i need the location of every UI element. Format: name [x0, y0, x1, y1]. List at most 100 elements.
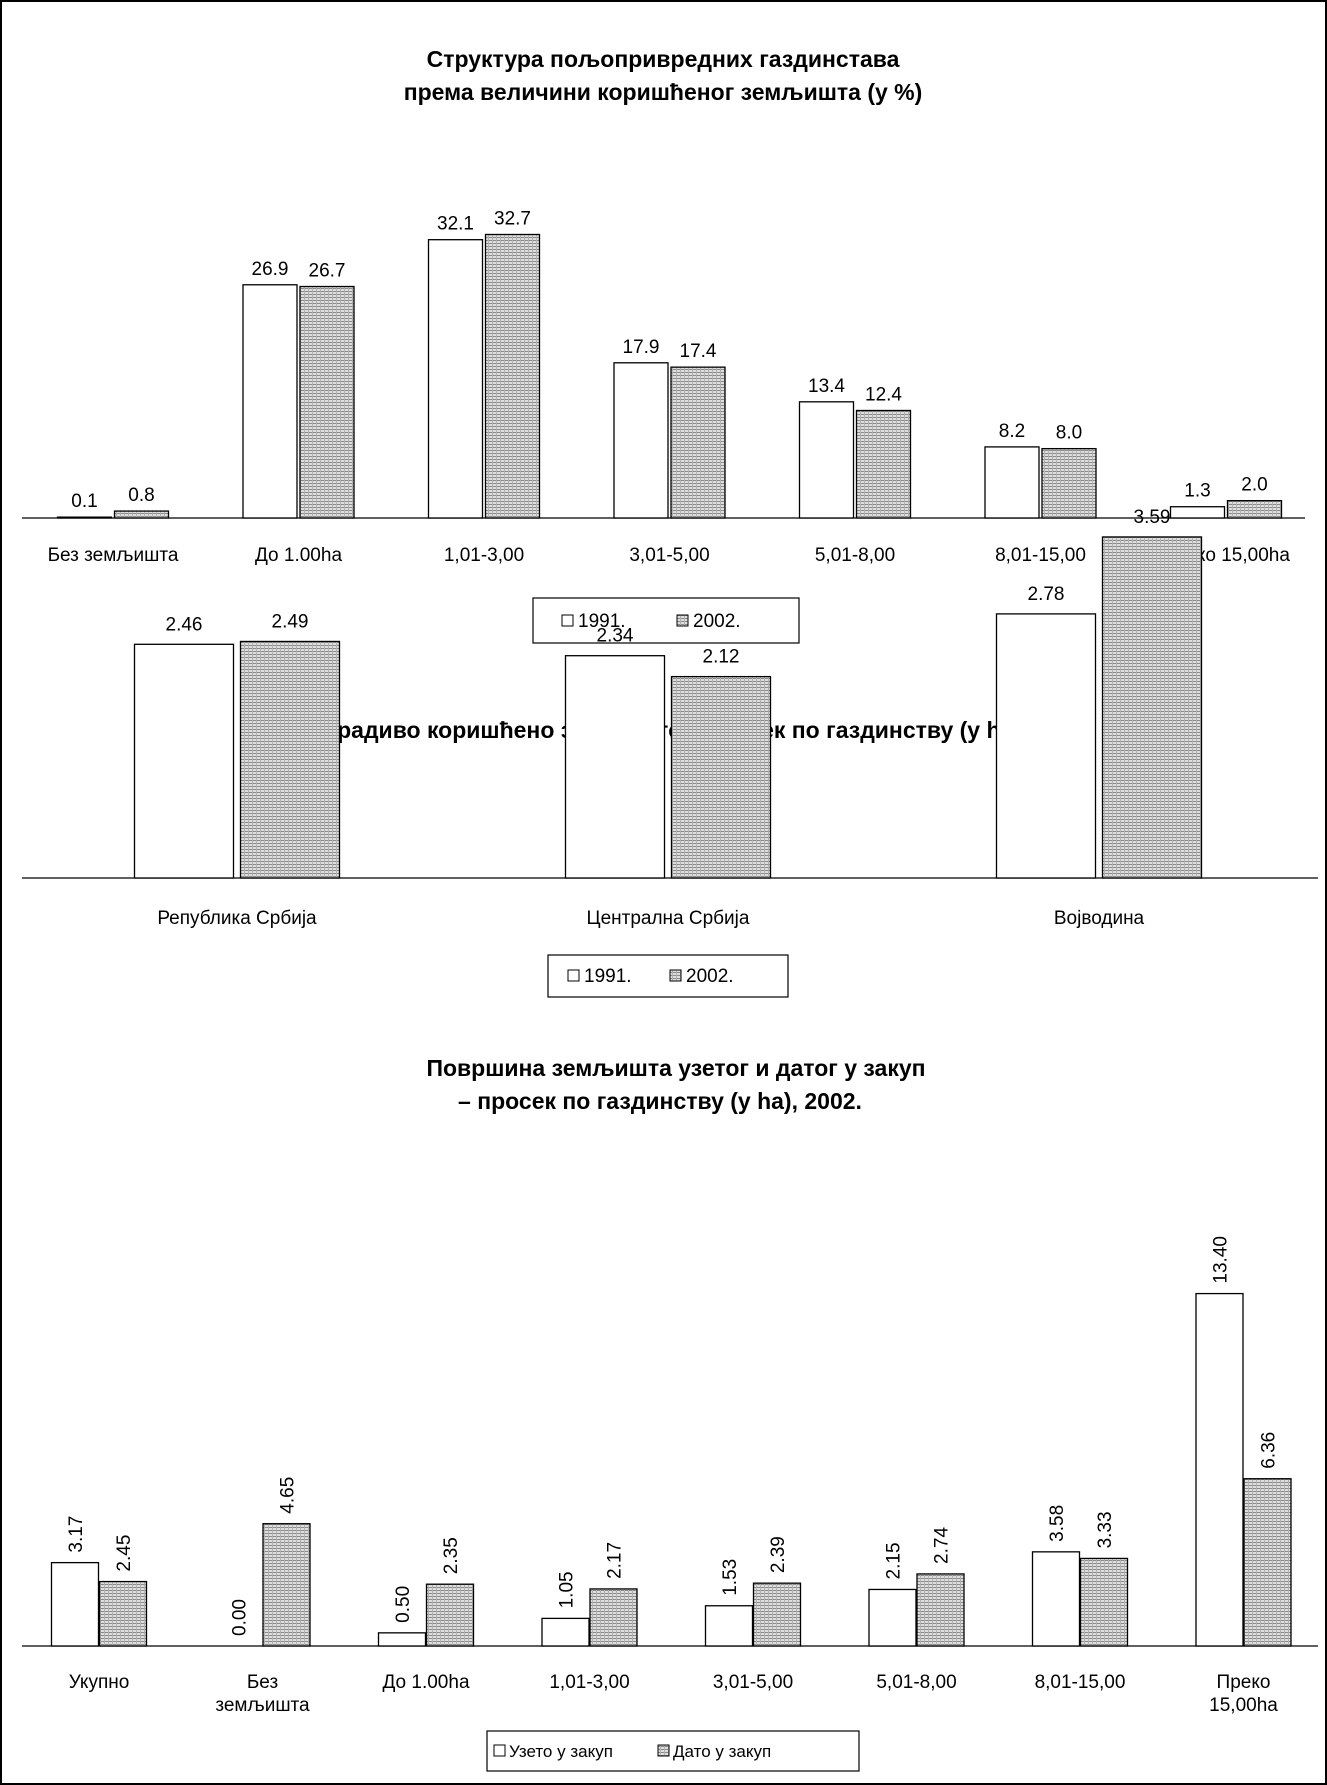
chart-3-legend-label-given: Дато у закуп — [673, 1742, 771, 1761]
chart-3-data-label-s2-1: 4.65 — [278, 1477, 299, 1514]
chart-1-data-label-s2-3: 17.4 — [680, 341, 717, 362]
chart-3-category-label-1-line-0: Без — [247, 1672, 278, 1693]
chart-1-title-line-2: према величини коришћеног земљишта (у %) — [404, 79, 923, 105]
chart-3-bar-s2-4 — [752, 1582, 802, 1647]
chart-1-data-label-s1-2: 32.1 — [437, 214, 474, 235]
chart-2-data-label-s2-0: 2.49 — [272, 611, 309, 632]
chart-1-data-label-s2-6: 2.0 — [1241, 475, 1267, 496]
chart-3-category-label-7-line-0: Преко — [1217, 1672, 1271, 1693]
chart-1-bar-s2-1 — [299, 285, 355, 519]
chart-1-data-label-s1-3: 17.9 — [623, 337, 660, 358]
chart-1-title-line-1: Структура пољопривредних газдинстава — [427, 46, 900, 72]
chart-1-data-label-s1-0: 0.1 — [71, 491, 97, 512]
chart-2-bar-s1-0 — [133, 643, 235, 879]
chart-farm-structure: Структура пољопривредних газдинстава пре… — [22, 46, 1305, 644]
chart-1-bar-s2-5 — [1041, 447, 1097, 519]
chart-3-data-label-s2-0: 2.45 — [114, 1535, 135, 1572]
chart-2-legend-label-2002: 2002. — [686, 966, 734, 987]
chart-3-legend-box — [486, 1730, 860, 1772]
chart-1-bar-s1-1 — [242, 284, 298, 519]
chart-2-legend-box — [547, 954, 789, 998]
chart-1-bar-s2-2 — [484, 233, 541, 519]
chart-3-bar-s1-0 — [50, 1561, 100, 1647]
chart-3-title-line-2: – просек по газдинству (у ha), 2002. — [458, 1088, 862, 1114]
chart-2-legend: 1991. 2002. — [547, 954, 789, 998]
chart-1-category-label-5: 8,01-15,00 — [995, 545, 1086, 566]
chart-3-category-label-6: 8,01-15,00 — [1035, 1672, 1126, 1693]
chart-1-bar-s1-2 — [427, 239, 484, 519]
chart-1-data-label-s1-4: 13.4 — [808, 376, 845, 397]
chart-3-bar-s1-2 — [377, 1632, 427, 1647]
chart-3-data-label-s1-5: 2.15 — [884, 1542, 905, 1579]
chart-1-category-label-3: 3,01-5,00 — [629, 545, 709, 566]
chart-1-bar-s1-3 — [613, 362, 669, 519]
chart-3-data-label-s2-5: 2.74 — [932, 1527, 953, 1564]
chart-3-data-label-s1-2: 0.50 — [393, 1586, 414, 1623]
chart-2-data-label-s1-1: 2.34 — [597, 626, 634, 647]
chart-1-legend-box — [532, 597, 800, 644]
chart-3-data-label-s1-4: 1.53 — [720, 1559, 741, 1596]
chart-3-data-label-s1-0: 3.17 — [66, 1516, 87, 1553]
chart-3-category-label-4: 3,01-5,00 — [713, 1672, 793, 1693]
chart-arable-land: Обрадиво коришћено земљиште – просек по … — [22, 507, 1318, 998]
chart-1-category-label-4: 5,01-8,00 — [815, 545, 895, 566]
chart-3-category-label-3: 1,01-3,00 — [549, 1672, 629, 1693]
chart-3-legend: Узето у закуп Дато у закуп — [486, 1730, 860, 1772]
chart-1-data-label-s2-2: 32.7 — [494, 208, 531, 229]
chart-2-bar-s1-2 — [995, 613, 1097, 879]
chart-3-category-label-7-line-1: 15,00ha — [1209, 1695, 1278, 1716]
chart-1-legend-swatch-2002 — [676, 614, 689, 627]
chart-2-category-label-1: Централна Србија — [587, 908, 750, 929]
chart-3-legend-label-taken: Узето у закуп — [509, 1742, 613, 1761]
chart-3-data-label-s1-6: 3.58 — [1047, 1505, 1068, 1542]
chart-3-bar-s1-6 — [1031, 1551, 1081, 1647]
chart-2-legend-swatch-1991 — [567, 969, 580, 982]
chart-3-bar-s2-0 — [98, 1580, 148, 1647]
chart-3-bar-s2-5 — [916, 1573, 965, 1647]
chart-3-category-label-5: 5,01-8,00 — [876, 1672, 956, 1693]
chart-2-bar-s2-2 — [1101, 536, 1203, 879]
chart-2-data-label-s1-2: 2.78 — [1028, 584, 1065, 605]
chart-3-category-label-0: Укупно — [69, 1672, 130, 1693]
chart-3-bar-s2-6 — [1079, 1557, 1129, 1647]
chart-1-bar-s1-6 — [1169, 506, 1226, 519]
chart-1-data-label-s2-5: 8.0 — [1056, 423, 1082, 444]
chart-2-data-label-s2-2: 3.59 — [1134, 507, 1171, 528]
chart-2-plot: 2.46 2.49 Република Србија 2.34 2.12 Централн… — [22, 507, 1318, 929]
chart-3-category-label-2: До 1.00ha — [382, 1672, 469, 1693]
chart-3-legend-swatch-given — [657, 1744, 670, 1757]
chart-3-bar-s2-2 — [425, 1583, 475, 1647]
chart-3-data-label-s1-7: 13.40 — [1211, 1236, 1232, 1284]
chart-1-legend: 1991. 2002. — [532, 597, 800, 644]
chart-2-data-label-s1-0: 2.46 — [166, 614, 203, 635]
chart-3-bar-s2-1 — [262, 1523, 311, 1647]
chart-1-bar-s2-3 — [670, 366, 726, 519]
chart-2-category-label-2: Војводина — [1054, 908, 1145, 929]
chart-2-data-label-s2-1: 2.12 — [703, 647, 740, 668]
chart-1-data-label-s2-4: 12.4 — [865, 384, 902, 405]
chart-1-legend-swatch-1991 — [561, 614, 574, 627]
chart-3-data-label-s2-7: 6.36 — [1259, 1432, 1280, 1469]
chart-3-data-label-s2-4: 2.39 — [768, 1536, 789, 1573]
chart-1-bar-s1-5 — [984, 446, 1040, 519]
chart-1-bar-s2-4 — [855, 409, 912, 519]
chart-3-legend-swatch-taken — [493, 1744, 506, 1757]
chart-3-data-label-s2-2: 2.35 — [441, 1537, 462, 1574]
chart-3-bar-s1-4 — [704, 1605, 754, 1647]
chart-2-bar-s2-0 — [239, 640, 341, 879]
chart-2-legend-swatch-2002 — [669, 969, 682, 982]
chart-1-bar-s2-6 — [1226, 500, 1283, 519]
chart-lease-area: Површина земљишта узетог и датог у закуп… — [22, 1055, 1318, 1772]
chart-3-category-label-1-line-1: земљишта — [215, 1695, 310, 1716]
chart-3-bar-s1-5 — [868, 1588, 917, 1647]
chart-1-category-label-0: Без земљишта — [48, 545, 179, 566]
chart-1-data-label-s2-1: 26.7 — [309, 261, 346, 282]
chart-3-title-line-1: Површина земљишта узетог и датог у закуп — [426, 1055, 925, 1081]
chart-1-data-label-s1-5: 8.2 — [999, 421, 1025, 442]
chart-1-bar-s2-0 — [113, 510, 170, 519]
chart-1-legend-label-2002: 2002. — [693, 611, 741, 632]
chart-3-bar-s2-3 — [589, 1588, 638, 1647]
chart-1-legend-label-1991: 1991. — [578, 611, 626, 632]
chart-1-category-label-2: 1,01-3,00 — [444, 545, 524, 566]
